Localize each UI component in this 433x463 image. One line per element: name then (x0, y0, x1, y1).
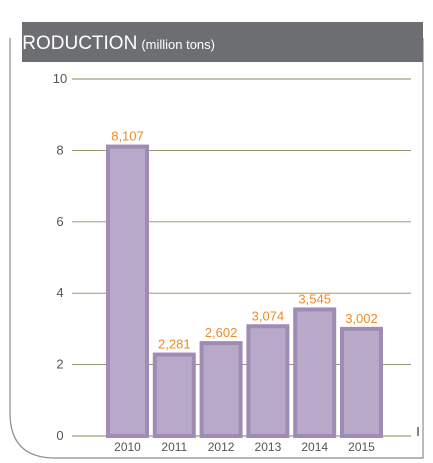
x-tick-label: 2012 (208, 440, 235, 454)
y-tick-label: 10 (53, 71, 67, 86)
data-label: 3,545 (298, 291, 331, 306)
x-axis-ticks: 2010 2011 2012 2013 2014 2015 (114, 440, 375, 454)
chart-title: PRODUCTION (million tons) (10, 33, 215, 54)
bar (152, 352, 196, 438)
x-tick-label: 2013 (255, 440, 282, 454)
data-label: 3,074 (252, 308, 285, 323)
y-tick-label: 6 (56, 214, 63, 229)
data-label: 2,281 (158, 337, 191, 352)
x-tick-label: 2015 (348, 440, 375, 454)
data-label: 8,107 (111, 129, 144, 144)
bar (340, 326, 383, 439)
y-tick-label: 8 (56, 142, 63, 157)
y-tick-label: 0 (56, 428, 63, 443)
x-tick-label: 2011 (161, 440, 187, 454)
bars (106, 144, 383, 439)
chart-title-text: PRODUCTION (10, 33, 138, 54)
data-label: 2,602 (205, 325, 238, 340)
bar (106, 144, 149, 438)
bar (246, 324, 290, 439)
bar (199, 341, 243, 439)
title-band (22, 22, 423, 62)
x-tick-label: 2014 (301, 440, 328, 454)
y-tick-label: 4 (56, 285, 63, 300)
data-label: 3,002 (345, 311, 378, 326)
data-labels: 8,107 2,281 2,602 3,074 3,545 3,002 (111, 129, 378, 352)
y-tick-label: 2 (56, 357, 63, 372)
x-tick-label: 2010 (114, 440, 141, 454)
chart-title-unit: (million tons) (141, 37, 215, 52)
chart-frame (9, 38, 424, 459)
bar (293, 307, 337, 439)
y-axis-ticks: 0 2 4 6 8 10 (53, 71, 67, 443)
